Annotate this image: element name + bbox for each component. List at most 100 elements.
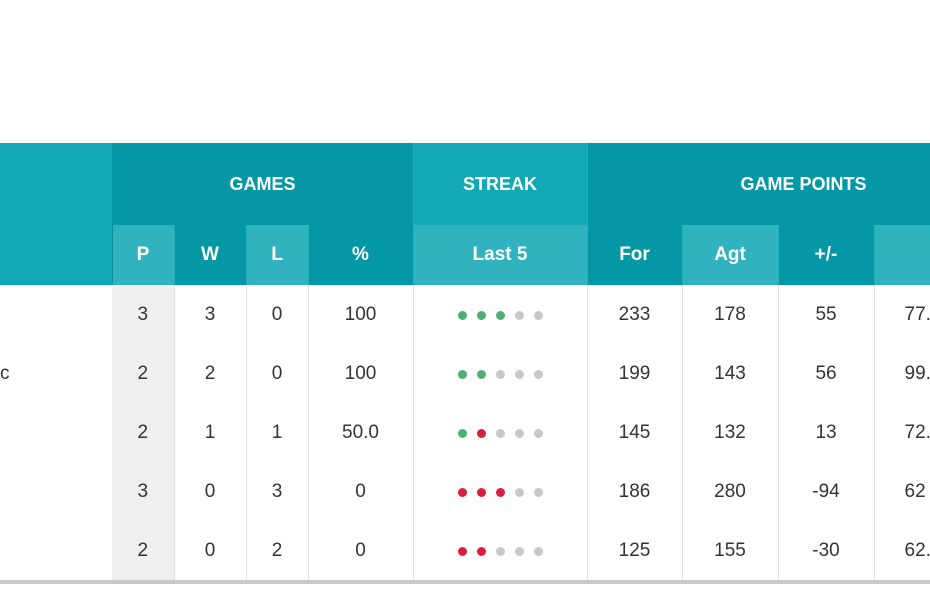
points-for-value: 145	[587, 403, 683, 462]
table-row[interactable]: 2 1 1 50.0 145 132 13 72.	[0, 403, 930, 462]
none-dot-icon	[533, 546, 543, 556]
col-header-agt[interactable]: Agt	[682, 225, 779, 285]
table-row[interactable]: c 2 2 0 100 199 143 56 99.	[0, 344, 930, 403]
none-dot-icon	[533, 310, 543, 320]
column-header-row: P W L % Last 5 For Agt +/- FA	[0, 225, 930, 285]
last-five-dots	[457, 487, 543, 497]
last-five-dots	[457, 428, 543, 438]
none-dot-icon	[533, 487, 543, 497]
loss-dot-icon	[476, 428, 486, 438]
col-header-l[interactable]: L	[246, 225, 309, 285]
points-for-value: 186	[587, 462, 683, 521]
win-dot-icon	[457, 310, 467, 320]
team-name[interactable]	[0, 521, 112, 584]
standings-table: GAMES STREAK GAME POINTS P W L % Last 5 …	[0, 143, 930, 584]
played-value: 2	[112, 521, 175, 584]
played-value: 3	[112, 285, 175, 344]
streak-indicator	[413, 344, 588, 403]
played-value: 3	[112, 462, 175, 521]
win-percentage-value: 100	[308, 285, 414, 344]
win-dot-icon	[457, 369, 467, 379]
col-header-p[interactable]: P	[112, 225, 175, 285]
col-header-pct[interactable]: %	[308, 225, 414, 285]
points-difference-value: 55	[778, 285, 875, 344]
streak-indicator	[413, 403, 588, 462]
none-dot-icon	[533, 369, 543, 379]
win-percentage-value: 50.0	[308, 403, 414, 462]
none-dot-icon	[514, 369, 524, 379]
win-percentage-value: 0	[308, 462, 414, 521]
wins-value: 3	[174, 285, 247, 344]
points-for-value: 125	[587, 521, 683, 584]
losses-value: 2	[246, 521, 309, 584]
fa-value: 99.	[874, 344, 930, 403]
losses-value: 3	[246, 462, 309, 521]
fa-value: 62	[874, 462, 930, 521]
team-column-header	[0, 143, 113, 285]
wins-value: 2	[174, 344, 247, 403]
win-percentage-value: 100	[308, 344, 414, 403]
none-dot-icon	[514, 428, 524, 438]
loss-dot-icon	[495, 487, 505, 497]
streak-group-header: STREAK	[413, 143, 588, 225]
points-difference-value: -30	[778, 521, 875, 584]
team-name[interactable]: c	[0, 362, 10, 384]
col-header-fa[interactable]: FA	[874, 225, 930, 285]
team-name[interactable]	[0, 462, 112, 521]
losses-value: 0	[246, 344, 309, 403]
wins-value: 0	[174, 521, 247, 584]
last-five-dots	[457, 369, 543, 379]
none-dot-icon	[514, 546, 524, 556]
games-group-header: GAMES	[112, 143, 414, 225]
played-value: 2	[112, 344, 175, 403]
win-percentage-value: 0	[308, 521, 414, 584]
none-dot-icon	[514, 310, 524, 320]
streak-indicator	[413, 462, 588, 521]
team-name[interactable]	[0, 285, 112, 344]
points-against-value: 132	[682, 403, 779, 462]
none-dot-icon	[533, 428, 543, 438]
group-header-row: GAMES STREAK GAME POINTS	[0, 143, 930, 285]
streak-indicator	[413, 521, 588, 584]
last-five-dots	[457, 546, 543, 556]
win-dot-icon	[476, 310, 486, 320]
points-against-value: 143	[682, 344, 779, 403]
points-against-value: 155	[682, 521, 779, 584]
table-row[interactable]: 3 3 0 100 233 178 55 77.	[0, 285, 930, 344]
points-against-value: 178	[682, 285, 779, 344]
game-points-group-header: GAME POINTS	[587, 143, 930, 225]
last-five-dots	[457, 310, 543, 320]
fa-value: 72.	[874, 403, 930, 462]
points-against-value: 280	[682, 462, 779, 521]
col-header-last5[interactable]: Last 5	[413, 225, 588, 285]
loss-dot-icon	[457, 546, 467, 556]
points-difference-value: 13	[778, 403, 875, 462]
win-dot-icon	[495, 310, 505, 320]
loss-dot-icon	[457, 487, 467, 497]
streak-indicator	[413, 285, 588, 344]
none-dot-icon	[514, 487, 524, 497]
fa-value: 62.	[874, 521, 930, 584]
win-dot-icon	[457, 428, 467, 438]
standings-table-wrapper: GAMES STREAK GAME POINTS P W L % Last 5 …	[0, 143, 930, 600]
wins-value: 1	[174, 403, 247, 462]
losses-value: 1	[246, 403, 309, 462]
fa-value: 77.	[874, 285, 930, 344]
table-row[interactable]: 2 0 2 0 125 155 -30 62.	[0, 521, 930, 584]
win-dot-icon	[476, 369, 486, 379]
team-name[interactable]	[0, 403, 112, 462]
col-header-diff[interactable]: +/-	[778, 225, 875, 285]
col-header-for[interactable]: For	[587, 225, 683, 285]
points-for-value: 199	[587, 344, 683, 403]
wins-value: 0	[174, 462, 247, 521]
table-row[interactable]: 3 0 3 0 186 280 -94 62	[0, 462, 930, 521]
none-dot-icon	[495, 369, 505, 379]
points-for-value: 233	[587, 285, 683, 344]
none-dot-icon	[495, 546, 505, 556]
points-difference-value: -94	[778, 462, 875, 521]
loss-dot-icon	[476, 546, 486, 556]
col-header-w[interactable]: W	[174, 225, 247, 285]
losses-value: 0	[246, 285, 309, 344]
played-value: 2	[112, 403, 175, 462]
none-dot-icon	[495, 428, 505, 438]
